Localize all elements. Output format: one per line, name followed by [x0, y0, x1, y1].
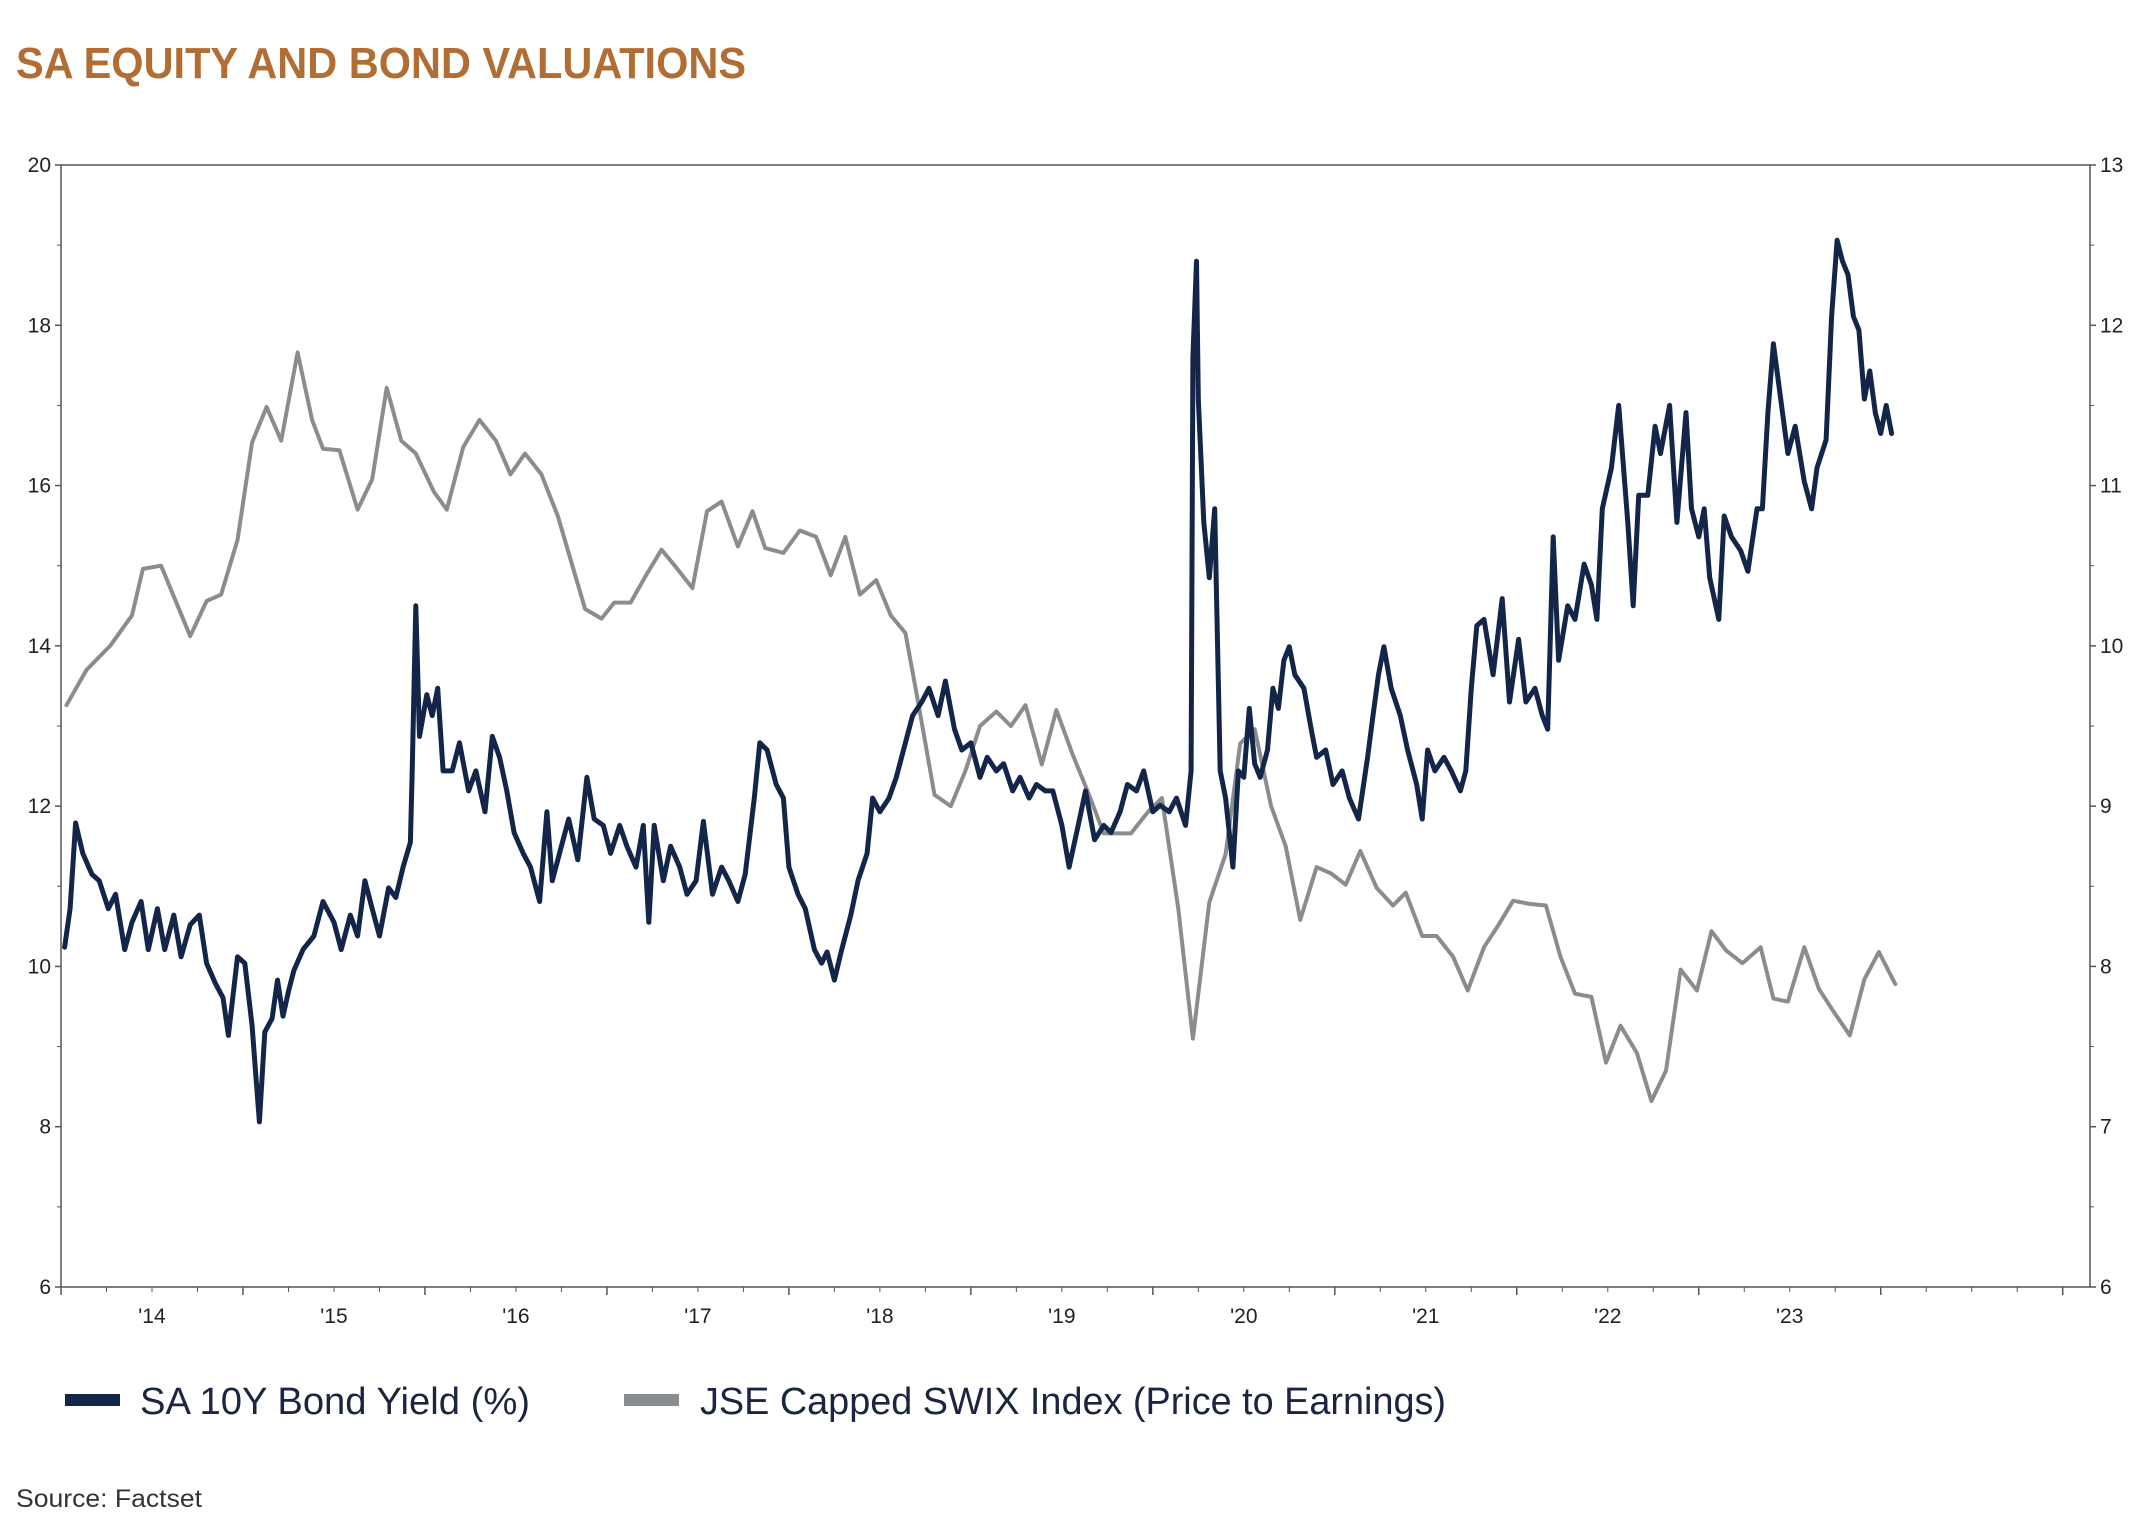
- right-tick-label: 6: [2100, 1276, 2112, 1299]
- right-tick-label: 7: [2100, 1116, 2112, 1139]
- series-line-bond-yield: [62, 237, 1895, 1125]
- x-tick-label: '17: [684, 1305, 711, 1328]
- right-tick-label: 8: [2100, 955, 2112, 978]
- left-tick-label: 10: [28, 955, 51, 978]
- left-tick-label: 20: [28, 154, 51, 177]
- x-tick-label: '19: [1048, 1305, 1075, 1328]
- legend: SA 10Y Bond Yield (%) JSE Capped SWIX In…: [65, 1381, 1446, 1423]
- axes: 6 8 10 12 14 16 18 20 6 7 8 9 10 11 12 13 '14 '15 '16 '17 '1…: [28, 154, 2124, 1328]
- series-layer: [62, 237, 1898, 1125]
- chart-title: SA EQUITY AND BOND VALUATIONS: [16, 39, 746, 88]
- legend-label-pe: JSE Capped SWIX Index (Price to Earnings…: [700, 1381, 1446, 1423]
- source-note: Source: Factset: [16, 1485, 202, 1513]
- x-tick-label: '20: [1230, 1305, 1257, 1328]
- x-tick-label: '21: [1412, 1305, 1439, 1328]
- x-tick-label: '15: [320, 1305, 347, 1328]
- x-tick-label: '14: [138, 1305, 166, 1328]
- x-tick-label: '16: [502, 1305, 529, 1328]
- series-line-pe: [64, 350, 1898, 1104]
- left-tick-label: 6: [39, 1276, 51, 1299]
- legend-label-bond: SA 10Y Bond Yield (%): [140, 1381, 530, 1423]
- right-tick-label: 13: [2100, 154, 2123, 177]
- legend-swatch-pe: [624, 1394, 679, 1406]
- plot-frame: [60, 164, 2091, 1288]
- left-tick-label: 12: [28, 795, 51, 818]
- left-tick-label: 8: [39, 1116, 51, 1139]
- right-tick-label: 12: [2100, 314, 2123, 337]
- right-tick-label: 9: [2100, 795, 2112, 818]
- right-tick-label: 11: [2100, 475, 2122, 498]
- left-tick-label: 18: [28, 314, 51, 337]
- left-tick-label: 14: [28, 635, 52, 658]
- left-tick-label: 16: [28, 475, 51, 498]
- right-tick-label: 10: [2100, 635, 2123, 658]
- x-tick-label: '23: [1776, 1305, 1803, 1328]
- legend-swatch-bond: [65, 1394, 120, 1406]
- x-tick-label: '22: [1594, 1305, 1621, 1328]
- x-tick-label: '18: [866, 1305, 893, 1328]
